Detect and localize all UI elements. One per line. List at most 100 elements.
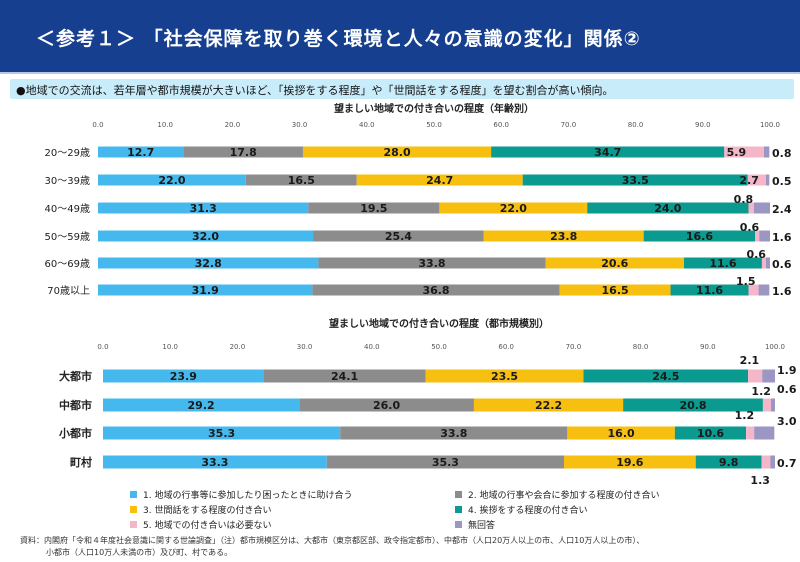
chart-2-label-0-5: 1.9 [777, 364, 797, 377]
chart-2-bar-3-5 [770, 455, 775, 469]
chart-1-tick-label-2: 20.0 [225, 121, 241, 129]
chart-1-bar-3-0 [98, 230, 314, 242]
chart-1-label-1-1: 16.5 [288, 174, 315, 187]
chart-2-label-3-2: 19.6 [616, 456, 643, 469]
chart-2-label-3-5: 0.7 [777, 457, 797, 470]
legend-swatch-6 [455, 521, 462, 528]
chart-2-bar-2-1 [340, 426, 568, 440]
legend-label-6: 無回答 [468, 521, 496, 531]
chart-1-label-5-3: 11.6 [696, 284, 723, 297]
chart-1-label-2-4: 0.8 [734, 193, 754, 206]
legend-label-3: 3. 世間話をする程度の付き合い [143, 506, 272, 516]
footnote: 資料：内閣府「令和４年度社会意識に関する世論調査」（注）都市規模区分は、大都市（… [20, 535, 644, 559]
chart-1-tick-label-10: 100.0 [760, 121, 780, 129]
chart-1-bar-3-3 [643, 230, 756, 242]
chart-2-label-2-0: 35.3 [208, 427, 235, 440]
chart-2-bar-2-0 [103, 426, 341, 440]
legend-item-5: 5. 地域での付き合いは必要ない [130, 518, 271, 531]
chart-2-tick-label-10: 100.0 [765, 343, 785, 351]
chart-1-category-1: 30～39歳 [45, 175, 90, 187]
chart-2-label-0-4: 2.1 [740, 354, 760, 367]
legend-item-6: 無回答 [455, 518, 495, 531]
chart-1-label-1-4: 2.7 [739, 174, 759, 187]
chart-2-bar-3-0 [103, 455, 327, 469]
chart-1-tick-label-4: 40.0 [359, 121, 375, 129]
chart-2-label-1-0: 29.2 [188, 399, 215, 412]
chart-2-label-2-3: 10.6 [697, 427, 724, 440]
chart-2-bar-1-3 [623, 398, 763, 412]
chart-2-label-0-3: 24.5 [652, 370, 679, 383]
chart-1-tick-label-8: 80.0 [628, 121, 644, 129]
legend-swatch-2 [455, 491, 462, 498]
chart-1-tick-label-1: 10.0 [157, 121, 173, 129]
chart-2-title: 望ましい地域での付き合いの程度（都市規模別） [329, 317, 549, 330]
chart-1-bar-1-0 [98, 174, 246, 186]
chart-1-label-0-0: 12.7 [127, 146, 154, 159]
chart-1-category-2: 40～49歳 [45, 203, 90, 215]
chart-1-bar-0-1 [183, 146, 303, 158]
chart-1-label-3-1: 25.4 [385, 230, 412, 243]
chart-1-bar-4-3 [683, 257, 762, 269]
chart-1-label-4-5: 0.6 [772, 258, 792, 271]
chart-2-tick-label-3: 30.0 [297, 343, 313, 351]
chart-1-tick-label-0: 0.0 [92, 121, 103, 129]
chart-1-label-4-3: 11.6 [709, 257, 736, 270]
chart-2-bar-0-4 [748, 369, 763, 383]
chart-2-bar-2-2 [567, 426, 675, 440]
chart-1-bar-1-4 [747, 174, 766, 186]
chart-1-bar-5-3 [670, 284, 749, 296]
chart-2-label-2-5: 3.0 [777, 415, 797, 428]
chart-1-label-0-4: 5.9 [727, 146, 747, 159]
chart-1-label-0-3: 34.7 [594, 146, 621, 159]
chart-1-bar-5-5 [758, 284, 770, 296]
chart-1-label-3-5: 1.6 [772, 231, 792, 244]
chart-1-bar-0-0 [98, 146, 184, 158]
chart-2-bar-0-2 [425, 369, 584, 383]
chart-2-bar-1-1 [299, 398, 474, 412]
chart-1-label-4-4: 0.6 [746, 248, 766, 261]
chart-1-category-3: 50～59歳 [45, 231, 90, 243]
page-title: ＜参考１＞ 「社会保障を取り巻く環境と人々の意識の変化」関係② [36, 28, 641, 50]
chart-1-bar-2-0 [98, 202, 309, 214]
charts-area: 望ましい地域での付き合いの程度（年齢別） 0.0 10.0 20.0 30.0 40.0 5… [45, 102, 797, 487]
chart-1-bar-3-2 [483, 230, 644, 242]
chart-2-bar-1-5 [770, 398, 775, 412]
chart-1-title: 望ましい地域での付き合いの程度（年齢別） [334, 102, 534, 115]
chart-1-bar-3-4 [755, 230, 760, 242]
chart-2-bar-3-1 [326, 455, 564, 469]
legend-label-4: 4. 挨拶をする程度の付き合い [468, 506, 588, 516]
chart-2-bar-1-4 [762, 398, 771, 412]
chart-2-bar-2-3 [674, 426, 747, 440]
chart-2-tick-label-5: 50.0 [431, 343, 447, 351]
chart-2-bar-0-5 [762, 369, 775, 383]
chart-1-bar-5-2 [559, 284, 671, 296]
chart-2-tick-label-1: 10.0 [162, 343, 178, 351]
chart-1-label-0-1: 17.8 [230, 146, 257, 159]
chart-1-category-4: 60～69歳 [45, 258, 90, 270]
chart-1-category-0: 20～29歳 [45, 147, 90, 159]
chart-2-category-1: 中都市 [59, 398, 92, 412]
chart-1-tick-label-7: 70.0 [561, 121, 577, 129]
legend-label-5: 5. 地域での付き合いは必要ない [143, 521, 272, 531]
chart-1-bar-4-5 [765, 257, 770, 269]
chart-2-label-1-4: 1.2 [751, 385, 771, 398]
chart-2-label-1-2: 22.2 [535, 399, 562, 412]
chart-2-label-2-4: 1.2 [735, 409, 755, 422]
chart-2-bar-1-2 [473, 398, 624, 412]
summary-text: ●地域での交流は、若年層や都市規模が大きいほど、「挨拶をする程度」や「世間話をす… [16, 84, 614, 97]
chart-2-label-0-2: 23.5 [491, 370, 518, 383]
chart-1-label-4-0: 32.8 [195, 257, 222, 270]
header-divider [0, 72, 800, 74]
chart-1-label-5-2: 16.5 [602, 284, 629, 297]
legend-swatch-3 [130, 506, 137, 513]
chart-1-bar-5-1 [312, 284, 560, 296]
legend-label-1: 1. 地域の行事等に参加したり困ったときに助け合う [143, 491, 353, 501]
chart-1-bar-0-4 [724, 146, 764, 158]
chart-1-bar-3-1 [313, 230, 484, 242]
chart-1-label-5-0: 31.9 [192, 284, 219, 297]
chart-1-label-3-2: 23.8 [550, 230, 577, 243]
chart-2-label-0-1: 24.1 [331, 370, 358, 383]
chart-2-bar-0-0 [103, 369, 264, 383]
chart-1-label-3-3: 16.6 [686, 230, 713, 243]
legend-item-1: 1. 地域の行事等に参加したり困ったときに助け合う [130, 488, 352, 501]
